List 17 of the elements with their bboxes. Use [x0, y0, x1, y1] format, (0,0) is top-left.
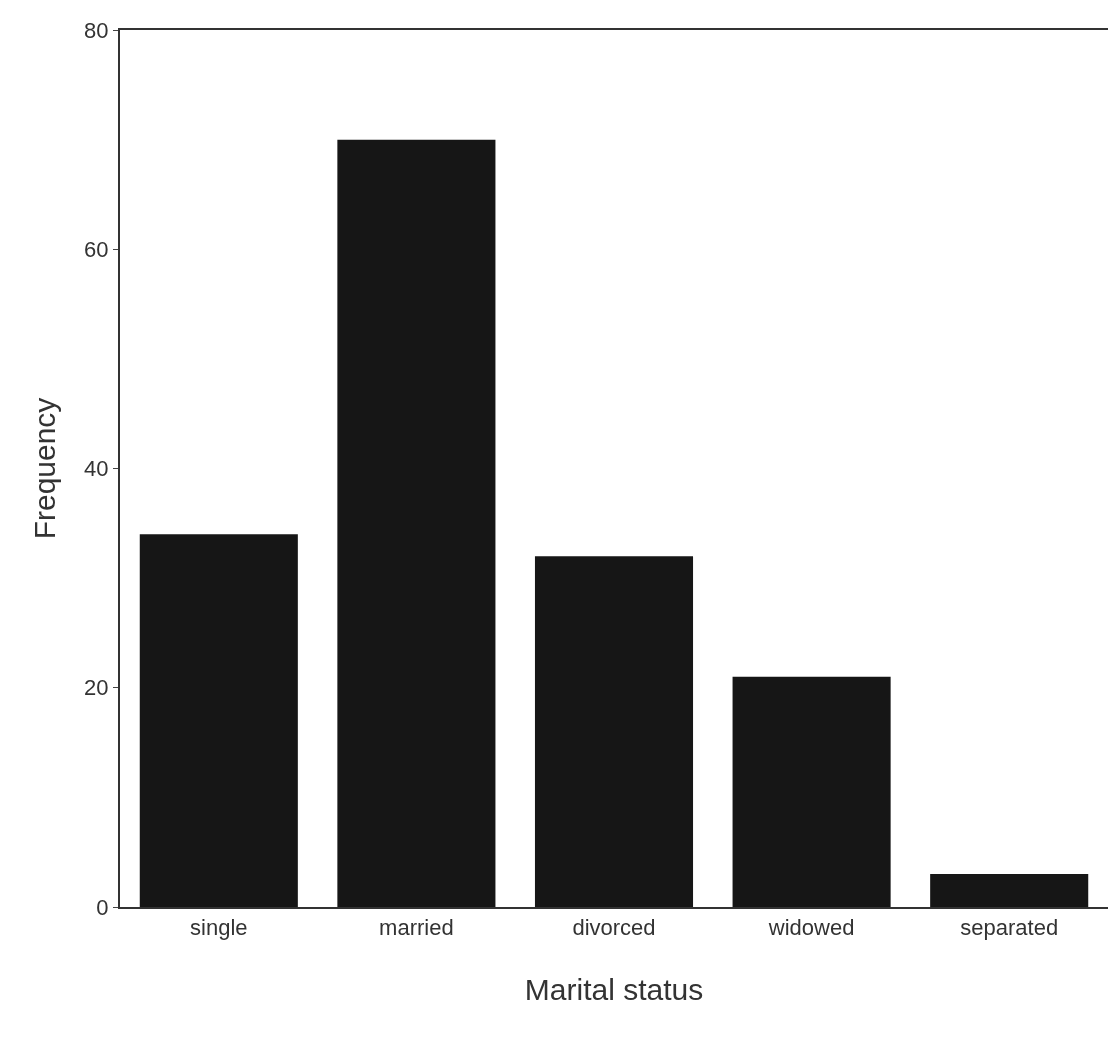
x-tick-label: single	[190, 915, 248, 941]
y-tick-label: 80	[84, 17, 109, 43]
x-tick-label: married	[379, 915, 454, 941]
bar	[732, 676, 891, 907]
y-tick-label: 20	[84, 675, 109, 701]
bar	[930, 874, 1089, 907]
x-tick-label: divorced	[572, 915, 656, 941]
y-tick-label: 40	[84, 456, 109, 482]
bar	[534, 556, 694, 907]
y-tick-label: 0	[96, 894, 109, 920]
x-tick-label: widowed	[767, 915, 855, 941]
y-axis-title: Frequency	[27, 397, 61, 540]
x-tick-label: separated	[960, 915, 1059, 941]
x-axis-title: Marital status	[524, 973, 704, 1007]
y-tick-label: 60	[84, 236, 109, 262]
bar	[139, 534, 298, 907]
bar	[337, 139, 496, 907]
